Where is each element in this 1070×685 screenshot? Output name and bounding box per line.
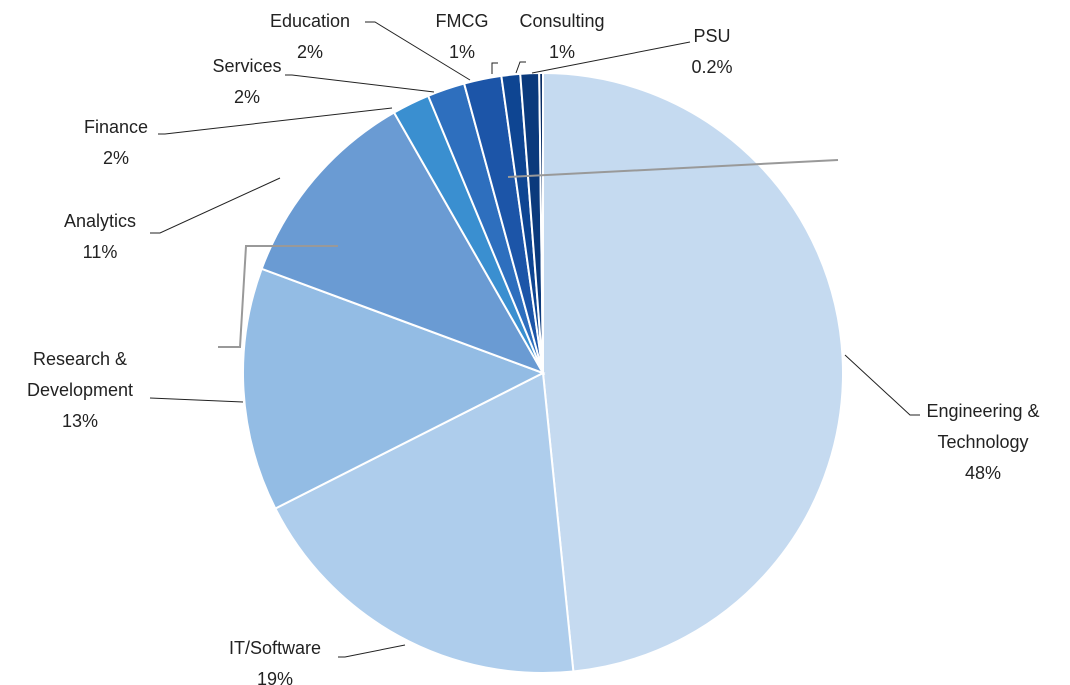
- value-label: 0.2%: [691, 57, 733, 77]
- pie-slice: [538, 71, 544, 374]
- value-label: 19%: [256, 669, 294, 685]
- data-label: FMCG 1%: [412, 6, 512, 68]
- value-label: 11%: [82, 242, 118, 262]
- value-label: 2%: [233, 87, 260, 107]
- category-label: Education: [269, 11, 351, 31]
- pie-slice: [260, 111, 546, 375]
- category-label: Services: [212, 56, 282, 76]
- data-label: Education 2%: [230, 6, 390, 68]
- value-label: 48%: [964, 463, 1002, 483]
- data-label: Engineering & Technology 48%: [898, 396, 1068, 489]
- category-label: Engineering & Technology: [926, 401, 1040, 452]
- data-label: IT/Software 19%: [175, 633, 375, 685]
- category-label: FMCG: [435, 11, 489, 31]
- pie-slice: [242, 267, 546, 510]
- value-label: 13%: [61, 411, 99, 431]
- category-label: Finance: [83, 117, 149, 137]
- leader-lines: [149, 21, 920, 658]
- data-label: PSU 0.2%: [662, 21, 762, 83]
- category-label: Research & Development: [26, 349, 134, 400]
- category-label: PSU: [693, 26, 731, 46]
- stray-lines: [218, 159, 839, 348]
- pie-slice: [542, 71, 845, 673]
- data-label: Research & Development 13%: [0, 344, 160, 437]
- value-label: 1%: [548, 42, 575, 62]
- category-label: IT/Software: [228, 638, 322, 658]
- category-label: Consulting: [519, 11, 605, 31]
- category-label: Analytics: [63, 211, 137, 231]
- data-label: Services 2%: [167, 51, 327, 113]
- data-label: Analytics 11%: [20, 206, 180, 268]
- pie-slice: [274, 371, 575, 674]
- value-label: 1%: [448, 42, 475, 62]
- data-label: Consulting 1%: [502, 6, 622, 68]
- value-label: 2%: [102, 148, 129, 168]
- data-label: Finance 2%: [36, 112, 196, 174]
- value-label: 2%: [296, 42, 323, 62]
